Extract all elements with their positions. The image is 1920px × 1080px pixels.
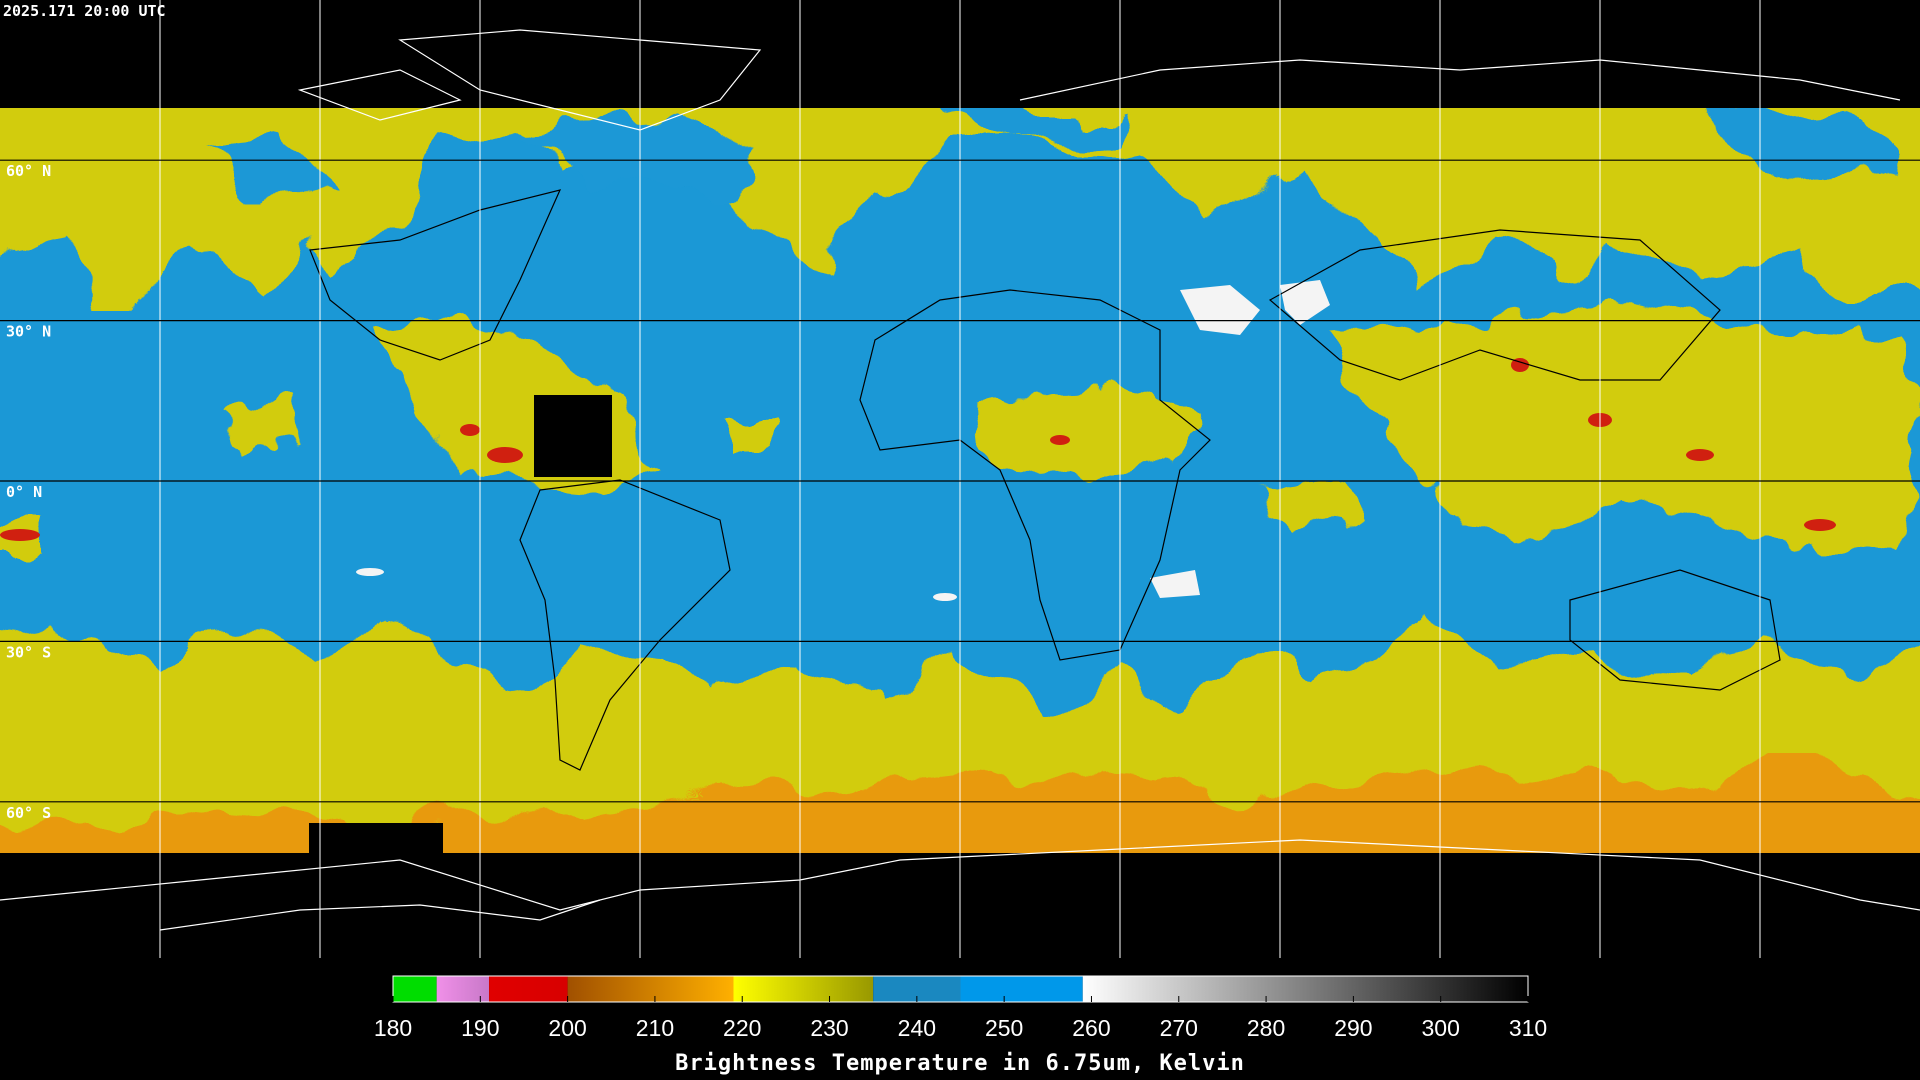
colorbar-tick-label: 250	[985, 1015, 1023, 1041]
timestamp: 2025.171 20:00 UTC	[3, 2, 166, 20]
colorbar-tick-label: 220	[723, 1015, 761, 1041]
colorbar-segment	[436, 976, 490, 1002]
lat-label: 0° N	[6, 483, 42, 501]
colorbar-tick-label: 190	[461, 1015, 499, 1041]
colorbar-frame	[392, 975, 1529, 1003]
coastlines	[309, 189, 1781, 771]
colorbar-tick-label: 210	[636, 1015, 674, 1041]
colorbar-segment	[393, 976, 437, 1002]
colorbar-segment	[567, 976, 734, 1002]
missing-data	[534, 395, 612, 477]
colorbar-tick-label: 280	[1247, 1015, 1285, 1041]
lat-label: 30° N	[6, 323, 51, 341]
colorbar-segment	[960, 976, 1083, 1002]
polar-coastlines	[0, 29, 1920, 931]
colorbar-tick-label: 300	[1422, 1015, 1460, 1041]
lat-label: 60° N	[6, 162, 51, 180]
colorbar-tick-label: 200	[548, 1015, 586, 1041]
colorbar-tick-label: 290	[1334, 1015, 1372, 1041]
colorbar-segment	[1082, 976, 1528, 1002]
colorbar-tick-label: 240	[898, 1015, 936, 1041]
graticule: 60° N 30° N 0° N 30° S 60° S	[0, 0, 1920, 958]
colorbar-tick-label: 230	[810, 1015, 848, 1041]
colorbar-tick-label: 260	[1072, 1015, 1110, 1041]
lat-label: 60° S	[6, 804, 51, 822]
colorbar-segment	[733, 976, 874, 1002]
colorbar-tick-label: 180	[374, 1015, 412, 1041]
colorbar-segment	[489, 976, 568, 1002]
lat-label: 30° S	[6, 643, 51, 661]
colorbar-title: Brightness Temperature in 6.75um, Kelvin	[675, 1051, 1245, 1076]
colorbar-tick-label: 270	[1160, 1015, 1198, 1041]
missing-data	[309, 823, 443, 853]
colorbar-tick-label: 310	[1509, 1015, 1547, 1041]
dry-slot-north	[200, 110, 1900, 200]
dry-patches	[356, 280, 1330, 601]
